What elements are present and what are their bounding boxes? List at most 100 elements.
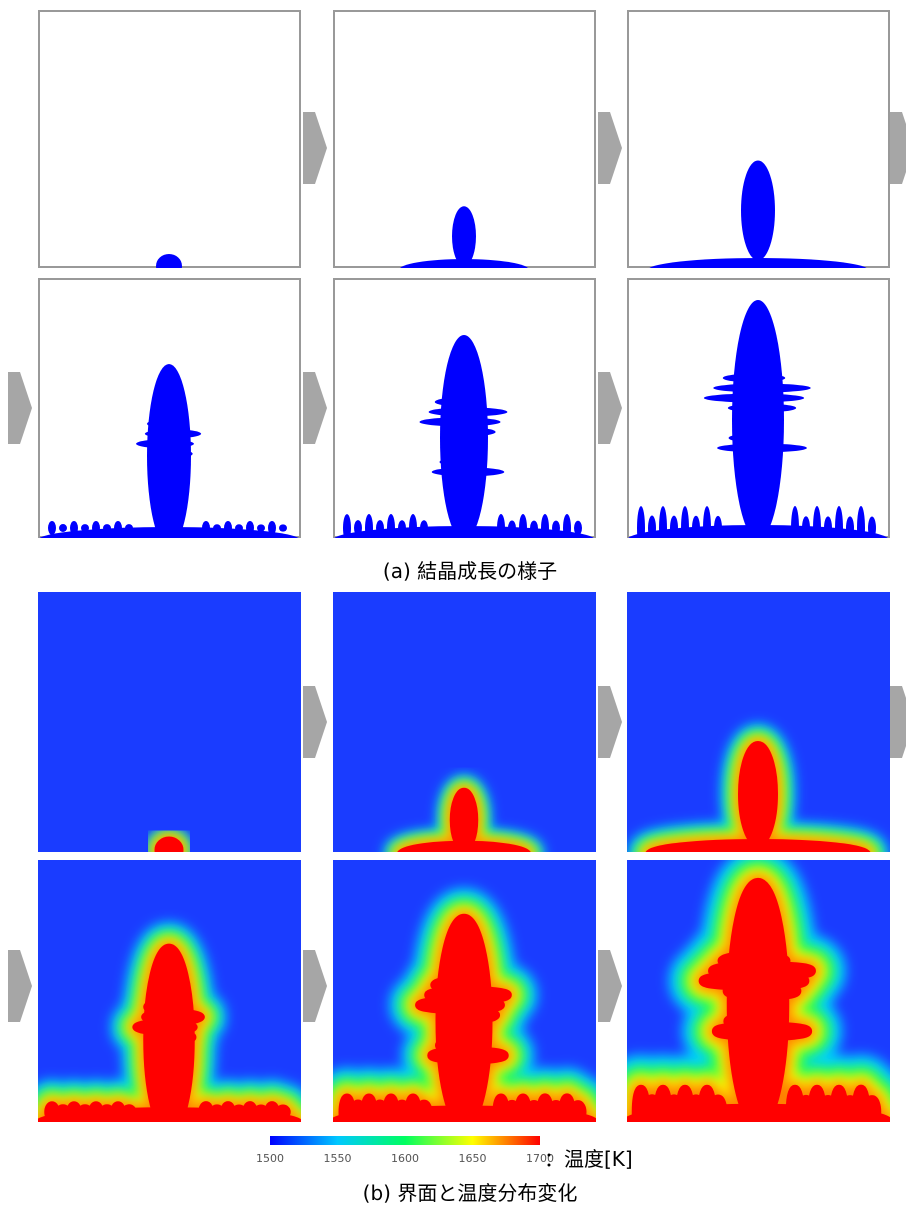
caption-a: (a) 結晶成長の様子	[383, 559, 557, 583]
panel	[627, 860, 890, 1139]
crystal-part	[741, 160, 775, 260]
crystal-part	[448, 437, 473, 446]
crystal-part	[637, 506, 645, 550]
colorbar-tick-label: 1500	[256, 1152, 284, 1165]
crystal-part	[147, 419, 183, 428]
panel	[333, 592, 596, 865]
crystal-part	[114, 521, 122, 535]
crystal-part	[398, 520, 406, 536]
crystal-part	[268, 1105, 276, 1119]
panel-bg	[39, 11, 300, 267]
crystal-part	[432, 1051, 504, 1060]
panel	[39, 11, 300, 278]
colorbar	[270, 1136, 540, 1145]
arrow	[8, 372, 32, 444]
crystal-part	[70, 1105, 78, 1119]
panel	[38, 860, 301, 1137]
crystal-part	[202, 1105, 210, 1119]
crystal-part	[246, 1105, 254, 1119]
crystal-part	[868, 1100, 876, 1123]
crystal-part	[429, 407, 508, 416]
crystal-part	[508, 521, 516, 536]
caption-b: (b) 界面と温度分布変化	[363, 1181, 578, 1205]
crystal-part	[751, 424, 774, 433]
crystal-part	[563, 514, 571, 542]
crystal-part	[167, 1053, 180, 1062]
crystal-part	[59, 1108, 67, 1116]
arrow	[303, 950, 327, 1022]
arrow	[303, 112, 327, 184]
crystal-part	[81, 524, 89, 532]
arrow	[303, 686, 327, 758]
crystal-part	[213, 1108, 221, 1115]
crystal-part	[365, 514, 373, 542]
crystal-part	[153, 449, 192, 458]
crystal-part	[519, 514, 527, 542]
crystal-part	[791, 506, 799, 550]
crystal-part	[728, 404, 796, 413]
page: (a) 結晶成長の様子 15001550160016501700 ：温度[K] …	[0, 0, 906, 1208]
crystal-part	[670, 516, 678, 541]
crystal-part	[439, 457, 480, 466]
panel	[333, 860, 596, 1138]
colorbar-tick-label: 1550	[324, 1152, 352, 1165]
crystal-part	[136, 439, 194, 448]
crystal-part	[92, 521, 100, 535]
crystal-part	[279, 1108, 287, 1115]
crystal-part	[409, 514, 417, 542]
crystal-part	[145, 429, 201, 438]
crystal-part	[435, 397, 485, 406]
crystal-part	[729, 434, 780, 443]
crystal-part	[714, 1100, 722, 1124]
crystal-part	[48, 1105, 56, 1119]
crystal-part	[420, 520, 428, 535]
crystal-part	[376, 520, 384, 536]
crystal-part	[268, 521, 276, 535]
crystal-part	[717, 444, 807, 453]
panel	[38, 592, 301, 862]
panel	[627, 592, 890, 866]
crystal-part	[114, 1105, 122, 1119]
arrow	[890, 112, 906, 184]
panel	[334, 11, 595, 281]
crystal-part	[167, 469, 180, 478]
crystal-part	[246, 521, 254, 535]
crystal-part	[659, 506, 667, 550]
crystal-part	[541, 514, 549, 542]
panel	[628, 11, 889, 282]
panel-bg	[38, 592, 301, 852]
crystal-part	[739, 414, 770, 423]
crystal-part	[354, 520, 362, 536]
crystal-part	[692, 516, 700, 541]
crystal-part	[387, 514, 395, 542]
crystal-part	[125, 1108, 133, 1116]
crystal-part	[741, 744, 775, 844]
arrow	[598, 372, 622, 444]
crystal-part	[156, 838, 182, 862]
crystal-part	[497, 514, 505, 542]
crystal-part	[224, 521, 232, 535]
crystal-part	[681, 506, 689, 550]
crystal-part	[235, 524, 243, 531]
crystal-part	[235, 1108, 243, 1115]
crystal-part	[125, 524, 133, 532]
arrow	[303, 372, 327, 444]
crystal-part	[713, 384, 810, 393]
crystal-part	[723, 374, 785, 383]
crystal-part	[279, 524, 287, 531]
crystal-part	[704, 394, 804, 403]
crystal-part	[552, 521, 560, 536]
crystal-part	[420, 1104, 428, 1119]
field-layer	[156, 254, 182, 278]
crystal-part	[574, 1105, 582, 1120]
arrow	[598, 112, 622, 184]
colorbar-tick-label: 1600	[391, 1152, 419, 1165]
crystal-part	[70, 521, 78, 535]
crystal-part	[835, 506, 843, 550]
crystal-part	[103, 1108, 111, 1116]
crystal-part	[714, 516, 722, 540]
crystal-part	[459, 447, 477, 456]
crystal-part	[59, 524, 67, 532]
crystal-part	[103, 524, 111, 532]
crystal-part	[813, 506, 821, 550]
